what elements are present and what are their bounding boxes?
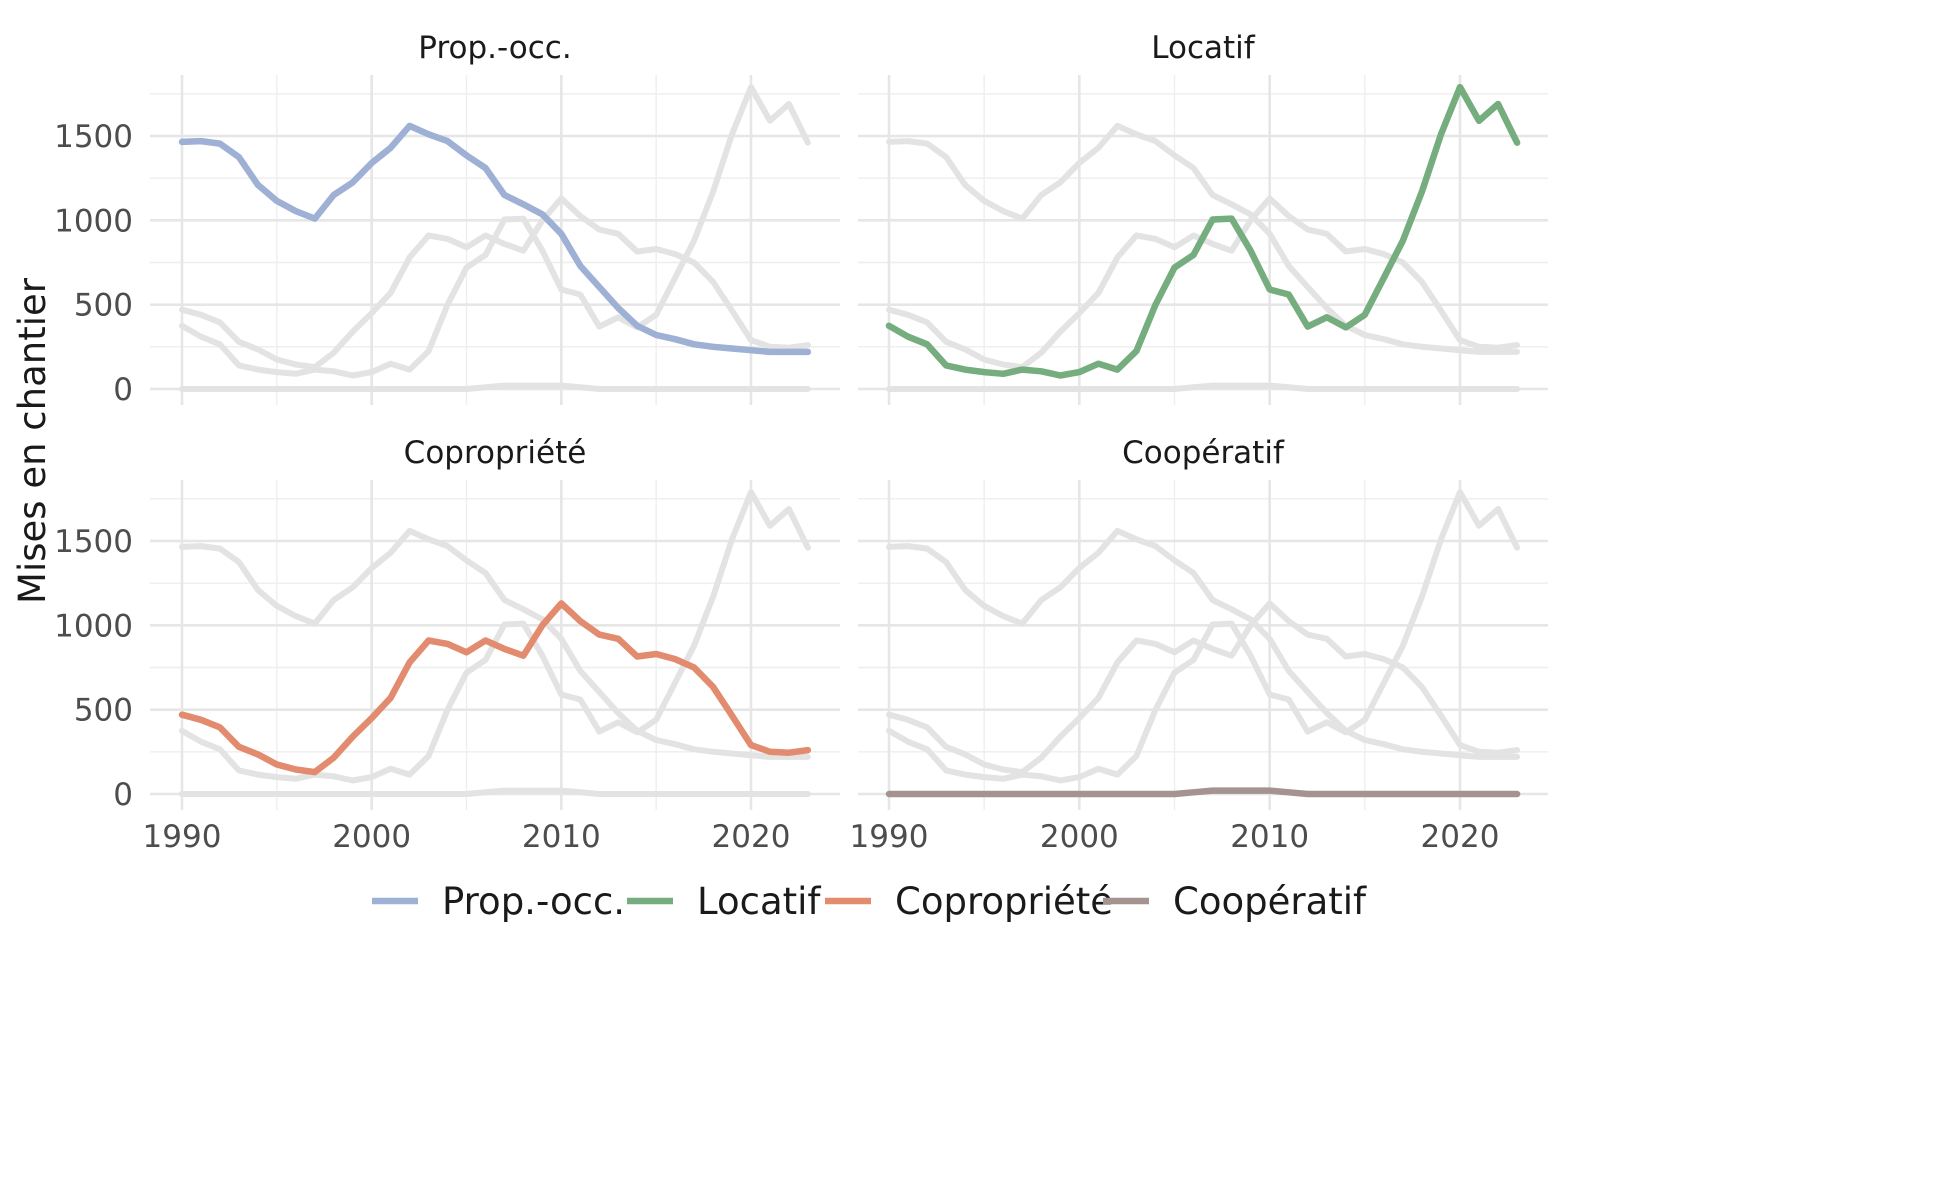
x-tick-label: 2000	[1040, 819, 1119, 855]
y-tick-label: 1500	[54, 119, 133, 155]
series-line-locatif	[885, 83, 1521, 379]
y-axis-title: Mises en chantier	[11, 277, 54, 604]
x-tick-label: 2010	[522, 819, 601, 855]
legend-label: Copropriété	[895, 880, 1113, 923]
background-line-cooperatif	[179, 787, 811, 797]
x-tick-label: 2000	[332, 819, 411, 855]
background-line-prop-occ	[179, 527, 811, 760]
panel-locatif: Locatif	[858, 30, 1548, 405]
panel-title: Copropriété	[404, 435, 587, 471]
y-tick-label: 500	[74, 288, 133, 324]
panel-title: Coopératif	[1122, 435, 1285, 471]
background-line-copropriete	[179, 195, 811, 371]
background-line-copropriete	[886, 600, 1521, 776]
legend-label: Locatif	[697, 880, 821, 923]
panel-title: Locatif	[1151, 30, 1256, 66]
background-line-locatif	[886, 489, 1521, 784]
legend-label: Prop.-occ.	[442, 880, 625, 923]
panel-prop-occ: Prop.-occ. 0 500 1000 1500	[54, 30, 840, 408]
series-line-prop-occ	[178, 122, 812, 356]
panel-cooperatif: Coopératif 1990 2000 2010 2020	[850, 435, 1548, 855]
y-tick-label: 1000	[54, 203, 133, 239]
background-line-locatif	[179, 84, 811, 379]
panel-title: Prop.-occ.	[418, 30, 571, 66]
legend-item-copropriete: Copropriété	[825, 880, 1113, 923]
legend-label: Coopératif	[1173, 880, 1367, 923]
x-tick-label: 1990	[850, 819, 929, 855]
background-line-cooperatif	[886, 382, 1521, 392]
panel-copropriete: Copropriété 0 500 1000 1500 1990 2000 2010 2020	[54, 435, 840, 855]
x-tick-label: 2020	[1421, 819, 1500, 855]
series-line-cooperatif	[885, 787, 1521, 798]
legend-item-prop-occ: Prop.-occ.	[372, 880, 625, 923]
x-tick-label: 2020	[712, 819, 791, 855]
background-line-locatif	[179, 489, 811, 784]
x-tick-label: 2010	[1230, 819, 1309, 855]
x-tick-label: 1990	[143, 819, 222, 855]
y-tick-label: 1000	[54, 608, 133, 644]
background-line-prop-occ	[886, 122, 1521, 355]
legend-item-cooperatif: Coopératif	[1103, 880, 1367, 923]
legend: Prop.-occ. Locatif Copropriété Coopératif	[372, 880, 1367, 923]
legend-item-locatif: Locatif	[627, 880, 821, 923]
background-line-cooperatif	[179, 382, 811, 392]
background-line-copropriete	[886, 195, 1521, 371]
background-line-prop-occ	[886, 527, 1521, 760]
y-tick-label: 0	[113, 777, 133, 813]
y-tick-label: 0	[113, 372, 133, 408]
y-tick-label: 500	[74, 693, 133, 729]
y-tick-label: 1500	[54, 524, 133, 560]
gridlines	[858, 480, 1548, 810]
series-line-copropriete	[178, 600, 812, 776]
